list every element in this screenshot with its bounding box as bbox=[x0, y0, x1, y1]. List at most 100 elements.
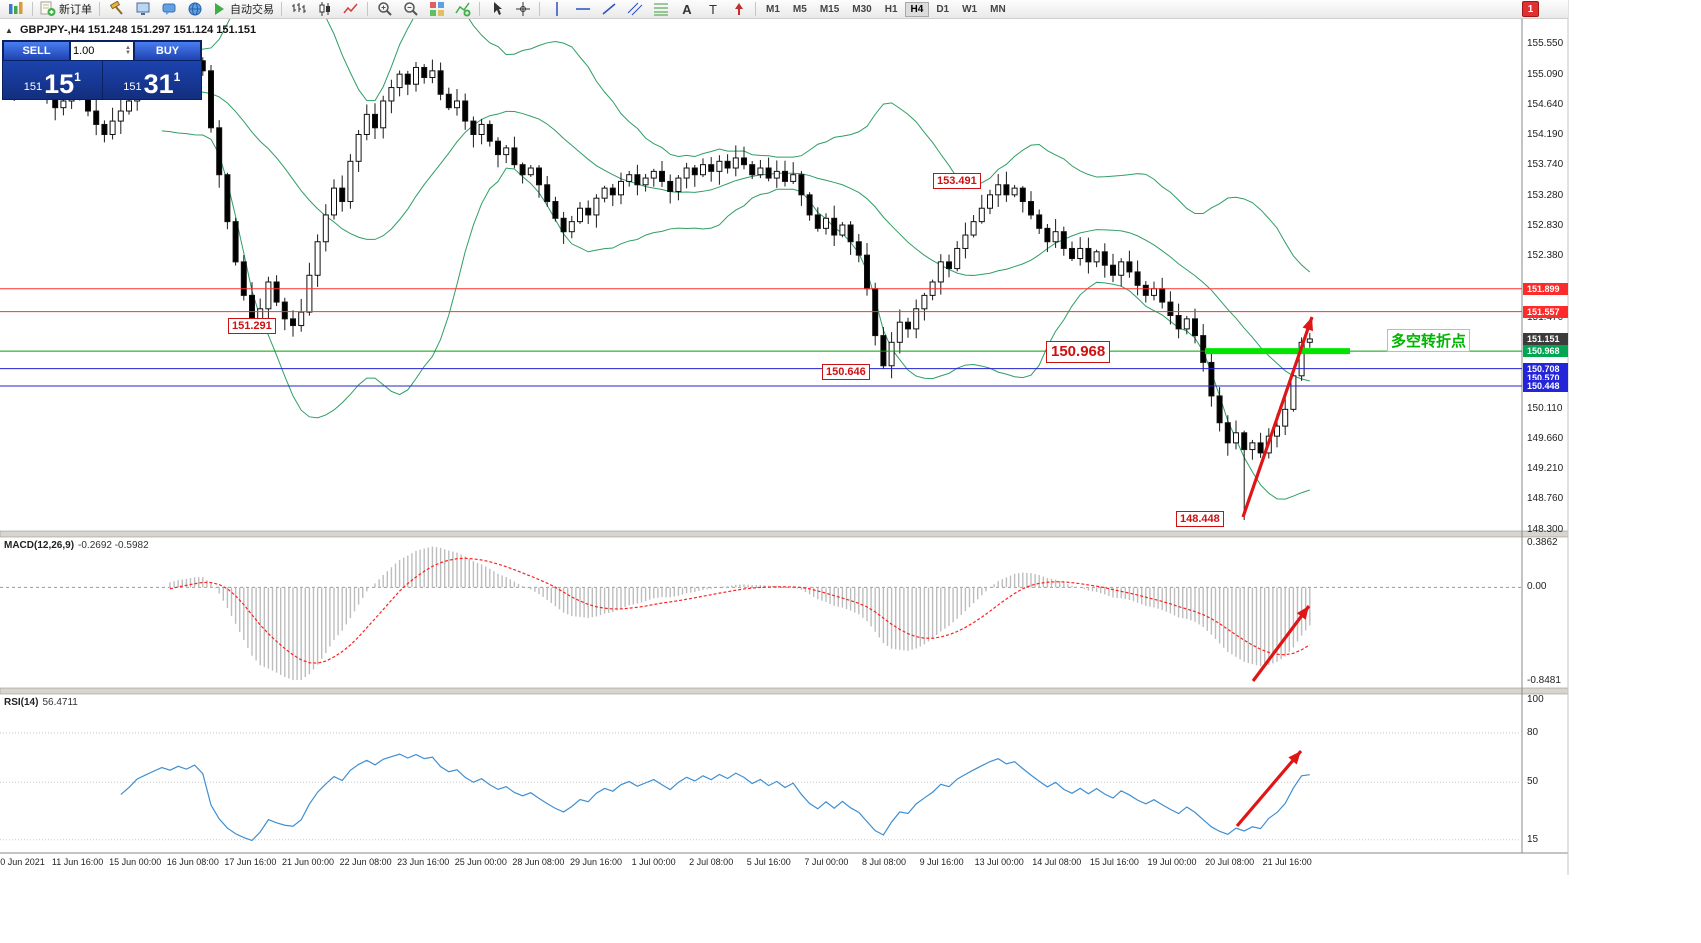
volume-input[interactable]: 1.00 ▲ ▼ bbox=[70, 41, 134, 61]
timeframe-h1-button[interactable]: H1 bbox=[884, 3, 898, 15]
terminal-button[interactable] bbox=[130, 0, 155, 19]
arrows-button[interactable] bbox=[726, 0, 751, 19]
time-axis-label: 16 Jun 08:00 bbox=[166, 857, 219, 867]
zoomout-icon bbox=[403, 1, 419, 17]
channel-button[interactable] bbox=[622, 0, 647, 19]
new-chart-button[interactable] bbox=[3, 0, 28, 19]
rsi-label: RSI(14) 56.4711 bbox=[4, 697, 78, 708]
timeframe-mn-button[interactable]: MN bbox=[990, 3, 1006, 15]
line-icon bbox=[342, 1, 359, 17]
price-level-label[interactable]: 153.491 bbox=[933, 173, 981, 189]
line-chart-button[interactable] bbox=[338, 0, 363, 19]
time-axis-label: 22 Jun 08:00 bbox=[339, 857, 392, 867]
volume-value: 1.00 bbox=[73, 45, 95, 57]
neworder-icon bbox=[40, 1, 56, 17]
labelT-icon: T bbox=[705, 1, 721, 17]
vertical-line-button[interactable] bbox=[544, 0, 569, 19]
price-level-label[interactable]: 151.291 bbox=[228, 318, 276, 334]
chat-icon bbox=[161, 1, 177, 17]
price-tag: 150.708 bbox=[1523, 362, 1568, 375]
price-axis-label: 153.280 bbox=[1527, 190, 1564, 202]
timeframe-h4-button[interactable]: H4 bbox=[904, 1, 930, 17]
zoom-in-button[interactable] bbox=[372, 0, 397, 19]
time-axis-label: 1 Jul 00:00 bbox=[631, 857, 676, 867]
svg-text:A: A bbox=[682, 2, 692, 17]
charts-badge[interactable]: 1 bbox=[1522, 1, 1539, 17]
pivot-annotation[interactable]: 多空转折点 bbox=[1387, 329, 1471, 352]
sell-button[interactable]: SELL bbox=[3, 41, 70, 61]
chart-icon bbox=[8, 1, 24, 17]
price-level-label[interactable]: 148.448 bbox=[1176, 511, 1224, 527]
timeframe-m5-button[interactable]: M5 bbox=[792, 3, 807, 15]
timeframe-d1-button[interactable]: D1 bbox=[936, 3, 950, 15]
market-button[interactable] bbox=[182, 0, 207, 19]
volume-spinner: ▲ ▼ bbox=[125, 45, 131, 56]
main-toolbar: 新订单 自动交易 A T M1 M5 M15 M30 H1 H4 D1 W1 MN 1 bbox=[0, 0, 1568, 19]
volume-down-icon[interactable]: ▼ bbox=[125, 50, 131, 56]
timeframe-m1-button[interactable]: M1 bbox=[766, 3, 780, 15]
level-lines[interactable] bbox=[0, 288, 1522, 387]
price-axis-label: 154.190 bbox=[1527, 129, 1564, 141]
metaeditor-button[interactable] bbox=[104, 0, 129, 19]
text-button[interactable]: A bbox=[674, 0, 699, 19]
toolbar-separator bbox=[32, 2, 33, 16]
timeframe-w1-button[interactable]: W1 bbox=[962, 3, 978, 15]
time-axis-label: 9 Jul 16:00 bbox=[919, 857, 964, 867]
macd-axis-zero: 0.00 bbox=[1527, 581, 1547, 593]
price-axis-label: 153.740 bbox=[1527, 159, 1564, 171]
autotrading-button[interactable]: 自动交易 bbox=[208, 0, 277, 19]
buy-price[interactable]: 151 31 1 bbox=[103, 61, 202, 99]
one-click-collapse-icon[interactable]: ▲ bbox=[5, 26, 13, 35]
indicators-icon bbox=[454, 1, 471, 17]
candles-layer bbox=[3, 53, 1313, 520]
time-axis-label: 5 Jul 16:00 bbox=[746, 857, 791, 867]
price-level-label[interactable]: 150.968 bbox=[1046, 341, 1111, 363]
buy-price-prefix: 151 bbox=[123, 81, 142, 93]
autotrading-button-label: 自动交易 bbox=[230, 4, 274, 16]
sell-price-big: 15 bbox=[44, 69, 75, 99]
toolbar-separator bbox=[281, 2, 282, 16]
buy-button[interactable]: BUY bbox=[134, 41, 201, 61]
indicators-button[interactable] bbox=[450, 0, 475, 19]
macd-name: MACD(12,26,9) bbox=[4, 540, 75, 551]
candle-chart-button[interactable] bbox=[312, 0, 337, 19]
symbol-ohlc-text: GBPJPY-,H4 151.248 151.297 151.124 151.1… bbox=[19, 24, 257, 36]
candle-icon bbox=[317, 1, 333, 17]
bar-chart-button[interactable] bbox=[286, 0, 311, 19]
trendline-button[interactable] bbox=[596, 0, 621, 19]
play-icon bbox=[211, 1, 227, 17]
sell-price[interactable]: 151 15 1 bbox=[3, 61, 102, 99]
price-axis-label: 148.300 bbox=[1527, 524, 1564, 535]
time-axis-label: 7 Jul 00:00 bbox=[804, 857, 849, 867]
price-tag: 151.151 bbox=[1523, 332, 1568, 345]
trade-panel-prices: 151 15 1 151 31 1 bbox=[3, 61, 201, 99]
crosshair-button[interactable] bbox=[510, 0, 535, 19]
volume-up-icon[interactable]: ▲ bbox=[125, 45, 131, 51]
cursor-button[interactable] bbox=[484, 0, 509, 19]
svg-text:T: T bbox=[709, 2, 717, 17]
toolbar-separator bbox=[755, 2, 756, 16]
time-axis-label: 21 Jul 16:00 bbox=[1262, 857, 1312, 867]
sell-price-prefix: 151 bbox=[23, 81, 43, 93]
price-level-label[interactable]: 150.646 bbox=[822, 364, 870, 380]
zoom-out-button[interactable] bbox=[398, 0, 423, 19]
fibonacci-button[interactable] bbox=[648, 0, 673, 19]
price-axis-label: 149.210 bbox=[1527, 462, 1564, 474]
monitor-icon bbox=[135, 1, 151, 17]
rsi-axis-label: 80 bbox=[1527, 726, 1539, 738]
timeframe-m15-button[interactable]: M15 bbox=[819, 3, 840, 15]
tile-windows-button[interactable] bbox=[424, 0, 449, 19]
rsi-panel bbox=[0, 732, 1522, 842]
price-tag: 150.968 bbox=[1523, 345, 1568, 358]
timeframe-m30-button[interactable]: M30 bbox=[852, 3, 872, 15]
rsi-axis-label: 50 bbox=[1527, 776, 1539, 788]
time-axis-label: 11 Jun 16:00 bbox=[51, 857, 104, 867]
time-axis-label: 19 Jul 00:00 bbox=[1147, 857, 1197, 867]
news-button[interactable] bbox=[156, 0, 181, 19]
label-button[interactable]: T bbox=[700, 0, 725, 19]
horizontal-line-button[interactable] bbox=[570, 0, 595, 19]
trend-arrows[interactable] bbox=[1235, 316, 1314, 828]
new-order-button[interactable]: 新订单 bbox=[37, 0, 95, 19]
rsi-name: RSI(14) bbox=[4, 697, 39, 708]
